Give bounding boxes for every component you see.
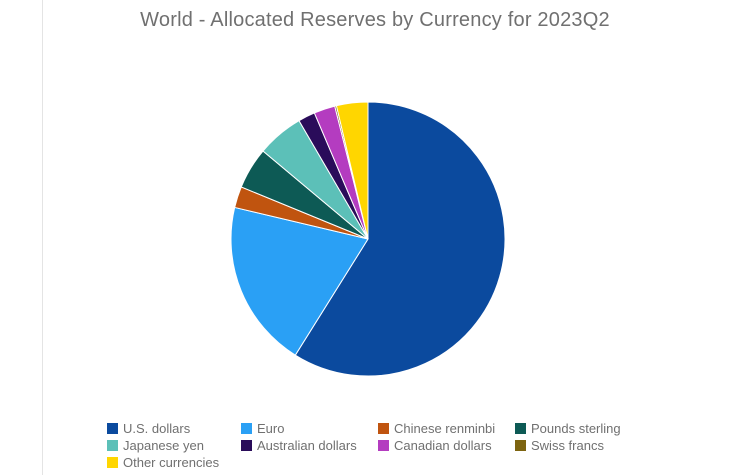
legend-item-euro[interactable]: Euro bbox=[241, 421, 378, 436]
legend-item-pounds-sterling[interactable]: Pounds sterling bbox=[515, 421, 651, 436]
legend-label-swiss-francs: Swiss francs bbox=[531, 438, 604, 453]
legend-swatch-u-s-dollars bbox=[107, 423, 118, 434]
legend-item-u-s-dollars[interactable]: U.S. dollars bbox=[107, 421, 241, 436]
legend-row: Japanese yen Australian dollars Canadian d… bbox=[107, 437, 667, 454]
left-border-line bbox=[42, 0, 43, 475]
legend-label-japanese-yen: Japanese yen bbox=[123, 438, 204, 453]
legend-label-chinese-renminbi: Chinese renminbi bbox=[394, 421, 496, 436]
legend-swatch-other-currencies bbox=[107, 457, 118, 468]
legend-swatch-chinese-renminbi bbox=[378, 423, 389, 434]
chart-title: World - Allocated Reserves by Currency f… bbox=[140, 9, 610, 31]
pie-slice-other-currencies[interactable] bbox=[335, 101, 369, 240]
legend-item-swiss-francs[interactable]: Swiss francs bbox=[515, 438, 651, 453]
legend-swatch-japanese-yen bbox=[107, 440, 118, 451]
legend-row: U.S. dollars Euro Chinese renminbi Pounds s… bbox=[107, 420, 667, 437]
legend-swatch-swiss-francs bbox=[515, 440, 526, 451]
legend-swatch-australian-dollars bbox=[241, 440, 252, 451]
pie-slice-euro[interactable] bbox=[230, 206, 369, 356]
legend-swatch-canadian-dollars bbox=[378, 440, 389, 451]
legend-label-pounds-sterling: Pounds sterling bbox=[531, 421, 621, 436]
pie-slice-u-s-dollars[interactable] bbox=[294, 101, 506, 377]
legend-row: Other currencies bbox=[107, 454, 667, 471]
legend-swatch-pounds-sterling bbox=[515, 423, 526, 434]
legend-item-japanese-yen[interactable]: Japanese yen bbox=[107, 438, 241, 453]
chart-legend: U.S. dollars Euro Chinese renminbi Pounds s… bbox=[107, 420, 667, 471]
legend-swatch-euro bbox=[241, 423, 252, 434]
legend-label-euro: Euro bbox=[257, 421, 285, 436]
legend-item-canadian-dollars[interactable]: Canadian dollars bbox=[378, 438, 515, 453]
legend-item-other-currencies[interactable]: Other currencies bbox=[107, 455, 241, 470]
legend-label-other-currencies: Other currencies bbox=[123, 455, 220, 470]
legend-label-australian-dollars: Australian dollars bbox=[257, 438, 357, 453]
legend-label-canadian-dollars: Canadian dollars bbox=[394, 438, 492, 453]
legend-label-u-s-dollars: U.S. dollars bbox=[123, 421, 191, 436]
legend-item-australian-dollars[interactable]: Australian dollars bbox=[241, 438, 378, 453]
legend-item-chinese-renminbi[interactable]: Chinese renminbi bbox=[378, 421, 515, 436]
